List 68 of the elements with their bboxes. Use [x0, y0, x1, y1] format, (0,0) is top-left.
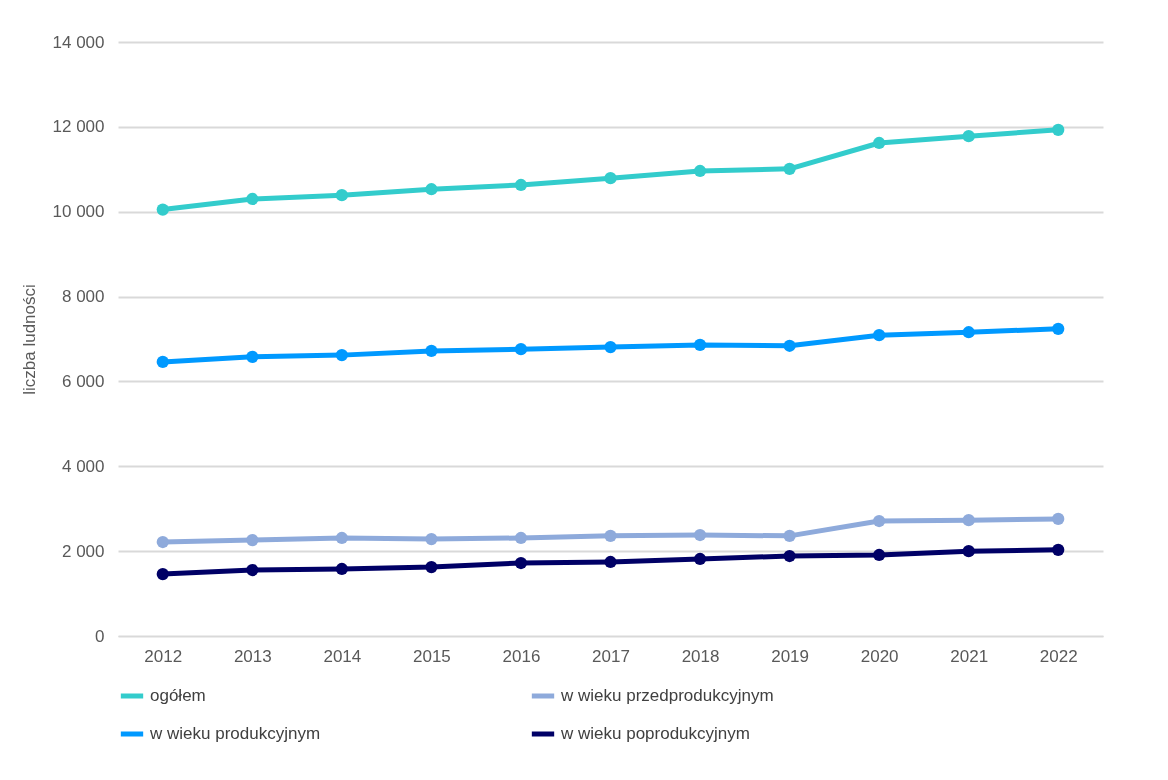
- point: [693, 552, 707, 566]
- point: [246, 534, 259, 547]
- point: [514, 178, 528, 192]
- point: [156, 535, 169, 549]
- point: [1052, 512, 1065, 526]
- point: [246, 192, 259, 206]
- x-tick-label: 2013: [233, 646, 272, 666]
- point: [873, 136, 886, 150]
- point: [1052, 123, 1065, 136]
- point: [783, 549, 796, 563]
- x-tick-label: 2022: [1039, 646, 1078, 666]
- point: [873, 514, 886, 528]
- point: [514, 556, 528, 570]
- point: [514, 343, 528, 356]
- x-tick-label: 2019: [771, 646, 809, 666]
- point: [693, 164, 707, 178]
- point: [335, 562, 348, 576]
- point: [156, 203, 169, 216]
- x-tick-label: 2020: [860, 646, 899, 666]
- x-tick-label: 2014: [323, 646, 362, 666]
- point: [873, 548, 886, 562]
- y-axis-title: liczba ludności: [19, 284, 39, 395]
- x-tick-label: 2016: [502, 646, 541, 666]
- point: [604, 340, 617, 354]
- point: [783, 339, 796, 352]
- point: [962, 326, 975, 339]
- point: [693, 338, 707, 352]
- point: [425, 560, 438, 574]
- point: [156, 355, 169, 369]
- point: [335, 189, 348, 202]
- point: [335, 349, 348, 362]
- point: [156, 567, 169, 581]
- point: [425, 344, 438, 357]
- point: [514, 531, 528, 545]
- legend-label: w wieku przedprodukcyjnym: [560, 686, 774, 705]
- point: [246, 350, 259, 363]
- x-tick-label: 2018: [681, 646, 720, 666]
- x-tick-label: 2017: [592, 646, 630, 666]
- point: [962, 514, 975, 527]
- point: [693, 528, 707, 542]
- point: [783, 529, 796, 542]
- point: [1052, 322, 1065, 335]
- y-tick-label: 12 000: [52, 117, 105, 137]
- y-tick-label: 0: [95, 626, 105, 646]
- point: [962, 130, 975, 143]
- point: [1052, 543, 1065, 556]
- x-tick-label: 2021: [950, 646, 989, 666]
- point: [425, 183, 438, 196]
- point: [604, 529, 617, 542]
- y-tick-label: 6 000: [61, 371, 105, 391]
- y-tick-label: 4 000: [61, 456, 105, 476]
- point: [962, 545, 975, 558]
- legend-label: w wieku poprodukcyjnym: [560, 724, 750, 743]
- legend-label: w wieku produkcyjnym: [149, 724, 321, 743]
- point: [335, 531, 348, 545]
- y-tick-label: 14 000: [52, 32, 105, 52]
- point: [604, 172, 617, 185]
- point: [783, 162, 796, 175]
- x-tick-label: 2012: [144, 646, 183, 666]
- y-tick-label: 10 000: [52, 202, 105, 222]
- y-tick-label: 2 000: [61, 541, 105, 561]
- point: [873, 329, 886, 342]
- x-tick-label: 2015: [413, 646, 451, 666]
- point: [425, 532, 438, 546]
- legend-label: ogółem: [150, 686, 206, 705]
- point: [604, 555, 617, 569]
- y-tick-label: 8 000: [61, 287, 105, 307]
- point: [246, 563, 259, 577]
